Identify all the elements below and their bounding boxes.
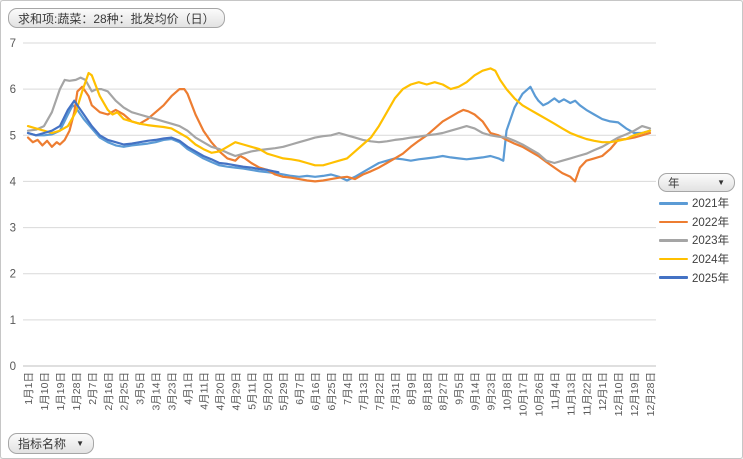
x-axis-tick-label: 8月9日 (406, 372, 418, 405)
y-axis-tick-label: 5 (10, 130, 16, 142)
y-axis-tick-label: 1 (10, 315, 16, 327)
x-axis-tick-label: 7月31日 (390, 372, 402, 411)
x-axis-tick-label: 6月7日 (294, 372, 306, 405)
x-axis-tick-label: 6月16日 (310, 372, 322, 411)
legend-label: 2021年 (692, 198, 730, 211)
x-axis-tick-label: 1月19日 (55, 372, 67, 411)
series-line-2024年[interactable] (26, 67, 652, 167)
axis-field-label: 指标名称 (18, 437, 67, 451)
x-axis-tick-label: 3月5日 (135, 372, 147, 405)
chevron-down-icon: ▼ (76, 438, 84, 448)
x-axis-tick-label: 9月14日 (470, 372, 482, 411)
legend-label: 2022年 (692, 216, 730, 229)
x-axis-tick-label: 2月7日 (87, 372, 99, 405)
y-axis-tick-label: 3 (10, 223, 16, 235)
x-axis-tick-label: 4月11日 (198, 372, 210, 410)
y-axis-tick-label: 4 (10, 176, 17, 188)
x-axis-tick-label: 3月23日 (167, 372, 179, 411)
x-axis-tick-label: 1月28日 (71, 372, 83, 411)
x-axis-tick-label: 7月13日 (358, 372, 370, 411)
legend-field-button[interactable]: 年 ▼ (658, 173, 735, 192)
x-axis-tick-label: 2月16日 (103, 372, 115, 411)
x-axis-tick-label: 8月18日 (422, 372, 434, 411)
legend-swatch-2025 (659, 276, 688, 279)
x-axis-tick-label: 9月23日 (486, 372, 498, 411)
legend-swatch-2023 (659, 239, 688, 242)
series-line-2022年[interactable] (26, 85, 652, 183)
x-axis-tick-label: 1月10日 (39, 372, 51, 411)
x-axis-tick-label: 12月10日 (613, 372, 625, 416)
x-axis-tick-label: 7月4日 (342, 372, 354, 405)
x-axis-tick-label: 11月22日 (581, 372, 593, 416)
legend-swatch-2024 (659, 257, 688, 261)
y-axis-tick-label: 2 (10, 269, 16, 281)
legend-label: 2024年 (692, 254, 730, 267)
y-axis-tick-label: 0 (10, 361, 16, 373)
legend-item-2021[interactable]: 2021年 (659, 194, 742, 213)
legend-item-2024[interactable]: 2024年 (659, 250, 742, 269)
x-axis-tick-label: 5月20日 (262, 372, 274, 411)
y-axis-tick-label: 7 (10, 38, 16, 50)
x-axis-tick-label: 3月14日 (151, 372, 163, 411)
value-field-button[interactable]: 求和项:蔬菜：28种：批发均价（日） (8, 8, 225, 28)
x-axis-tick-label: 1月1日 (23, 372, 35, 405)
x-axis-tick-label: 12月28日 (645, 372, 657, 416)
legend-item-2022[interactable]: 2022年 (659, 213, 742, 232)
legend-item-2025[interactable]: 2025年 (659, 268, 742, 287)
x-axis-tick-label: 11月4日 (549, 372, 561, 410)
x-axis-tick-label: 12月1日 (597, 372, 609, 411)
x-axis-tick-label: 5月11日 (246, 372, 258, 410)
x-axis-tick-label: 12月19日 (629, 372, 641, 416)
legend-label: 2025年 (692, 272, 730, 285)
x-axis-tick-label: 11月13日 (565, 372, 577, 416)
y-axis-tick-label: 6 (10, 84, 16, 96)
series-line-2023年[interactable] (26, 76, 652, 165)
x-axis-tick-label: 8月27日 (438, 372, 450, 411)
chart-legend: 2021年 2022年 2023年 2024年 2025年 (659, 194, 742, 287)
x-axis-tick-label: 7月22日 (374, 372, 386, 411)
x-axis-tick-label: 9月5日 (454, 372, 466, 405)
series-line-2025年[interactable] (26, 99, 280, 174)
x-axis-tick-label: 4月1日 (183, 372, 195, 405)
x-axis-tick-label: 4月20日 (214, 372, 226, 411)
value-field-label: 求和项:蔬菜：28种：批发均价（日） (18, 11, 215, 26)
chevron-down-icon: ▼ (717, 177, 725, 187)
x-axis-tick-label: 10月17日 (517, 372, 529, 416)
legend-field-label: 年 (668, 177, 680, 190)
x-axis-tick-label: 5月29日 (278, 372, 290, 411)
x-axis-tick-label: 6月25日 (326, 372, 338, 411)
x-axis-tick-label: 10月26日 (533, 372, 545, 416)
x-axis-tick-label: 2月25日 (119, 372, 131, 411)
x-axis-tick-label: 10月8日 (502, 372, 514, 411)
legend-label: 2023年 (692, 235, 730, 248)
series-line-2021年[interactable] (26, 85, 652, 182)
legend-swatch-2021 (659, 202, 688, 205)
legend-item-2023[interactable]: 2023年 (659, 231, 742, 250)
x-axis-tick-label: 4月29日 (230, 372, 242, 411)
axis-field-button[interactable]: 指标名称 ▼ (8, 433, 94, 454)
legend-swatch-2022 (659, 220, 688, 224)
